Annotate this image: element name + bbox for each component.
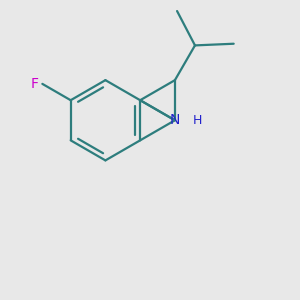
Text: N: N — [170, 113, 180, 127]
Text: H: H — [193, 114, 202, 127]
Text: F: F — [31, 77, 39, 91]
